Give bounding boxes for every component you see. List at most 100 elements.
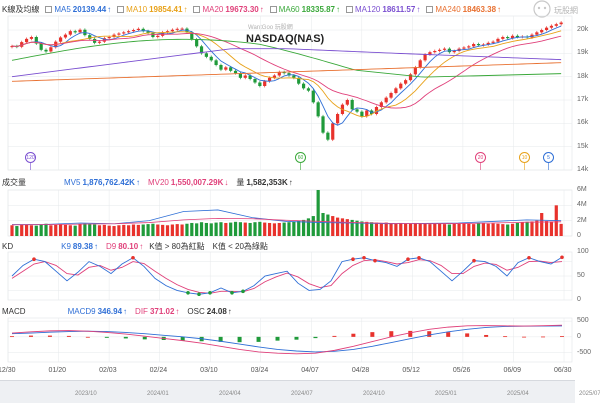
ma-legend-item-ma10[interactable]: MA10 19854.41 ↑ xyxy=(111,5,187,14)
volume-bar xyxy=(141,224,145,236)
volume-bar xyxy=(117,225,121,236)
candle-body xyxy=(127,31,131,33)
volume-bar xyxy=(88,224,92,236)
volume-bar xyxy=(161,224,165,236)
d9-line xyxy=(11,259,563,294)
ma-legend-checkbox-icon[interactable] xyxy=(346,6,354,13)
logo-icon xyxy=(533,0,551,18)
volume-bar xyxy=(204,222,208,236)
candle-body xyxy=(316,102,320,117)
volume-bar xyxy=(277,222,281,236)
volume-bar xyxy=(214,222,218,236)
ma60-marker[interactable]: 60 xyxy=(295,152,306,163)
candle-body xyxy=(544,27,549,30)
kd-legend-value: 89.38 xyxy=(72,242,93,251)
osc-bar xyxy=(465,333,470,337)
candle-body xyxy=(44,49,48,52)
ma-legend-item-ma240[interactable]: MA240 18463.38 ↑ xyxy=(420,5,501,14)
kd-legend-item-k9[interactable]: K9 89.38 ↑ xyxy=(53,242,98,251)
volume-bar xyxy=(311,216,315,236)
volume-bar xyxy=(258,221,262,236)
candle-body xyxy=(549,25,554,28)
x-axis-label: 06/30 xyxy=(554,367,572,374)
ma10-marker[interactable]: 10 xyxy=(519,152,530,163)
candle-body xyxy=(209,56,213,61)
candle-body xyxy=(428,52,432,55)
ma-legend-checkbox-icon[interactable] xyxy=(45,6,53,13)
ma120-marker[interactable]: 120 xyxy=(25,152,36,163)
volume-bar xyxy=(404,223,408,236)
volume-bar xyxy=(263,222,267,236)
osc-bar xyxy=(142,336,147,340)
volume-bar xyxy=(78,224,82,236)
osc-bar xyxy=(484,334,489,337)
ma-legend-item-ma20[interactable]: MA20 19673.30 ↑ xyxy=(187,5,264,14)
ma-legend-checkbox-icon[interactable] xyxy=(269,6,277,13)
candle-body xyxy=(292,75,296,78)
volume-bar xyxy=(394,223,398,236)
time-navigator[interactable] xyxy=(0,380,575,403)
ma-legend-checkbox-icon[interactable] xyxy=(426,6,434,13)
ma5-marker[interactable]: 5 xyxy=(543,152,554,163)
volume-bar xyxy=(131,224,136,236)
macd-legend-item-osc[interactable]: OSC 24.08 ↑ xyxy=(179,307,231,316)
volume-bar xyxy=(355,220,359,236)
vol-legend-item-mv5[interactable]: MV5 1,876,762.42K ↑ xyxy=(56,177,140,188)
price-axis-label: 15k xyxy=(577,142,589,150)
kd-legend: KD K9 89.38 ↑ D9 80.10 ↑ K值 > 80為紅點 K值 < 20為綠… xyxy=(2,241,268,252)
kd-legend-item-d9[interactable]: D9 80.10 ↑ xyxy=(98,242,143,251)
mv5-line xyxy=(11,209,562,225)
candle-body xyxy=(554,24,558,26)
macd-legend-arrow: ↑ xyxy=(227,307,232,316)
volume-bar xyxy=(39,224,43,236)
candle-body xyxy=(374,107,379,114)
candle-body xyxy=(321,116,325,133)
candle-body xyxy=(506,37,510,39)
volume-bar xyxy=(156,224,160,236)
vol-legend-item-mv20[interactable]: MV20 1,550,007.29K ↓ xyxy=(140,177,228,188)
mv20-line xyxy=(11,217,562,226)
kd-red-dot xyxy=(560,255,564,260)
volume-bar xyxy=(389,223,393,236)
volume-bar xyxy=(399,222,403,236)
ma10-line xyxy=(11,30,562,118)
ma-legend-label: MA240 xyxy=(435,5,461,14)
volume-bar xyxy=(457,223,461,236)
volume-bar xyxy=(365,221,369,236)
candle-body xyxy=(24,38,29,43)
candle-body xyxy=(540,30,544,33)
volume-bar xyxy=(301,219,306,236)
osc-bar xyxy=(66,335,71,337)
candle-body xyxy=(248,75,252,79)
volume-bar xyxy=(102,224,106,236)
ma-legend-checkbox-icon[interactable] xyxy=(193,6,201,13)
ma-legend-item-ma5[interactable]: MA5 20139.44 ↑ xyxy=(39,5,111,14)
ma20-line xyxy=(11,32,562,109)
ma20-marker[interactable]: 20 xyxy=(475,152,486,163)
ma-legend-item-ma60[interactable]: MA60 18335.87 ↑ xyxy=(264,5,340,14)
volume-bar xyxy=(423,223,427,236)
volume-bar xyxy=(93,224,97,236)
candle-body xyxy=(365,110,369,117)
osc-bar xyxy=(522,336,527,338)
macd-legend-item-dif[interactable]: DIF 371.02 ↑ xyxy=(127,307,179,316)
x-axis-label: 04/28 xyxy=(351,367,370,374)
x-axis-label: 05/26 xyxy=(452,367,471,374)
volume-bar xyxy=(544,221,549,236)
volume-bar xyxy=(335,217,340,236)
macd-legend-item-macd9[interactable]: MACD9 346.94 ↑ xyxy=(60,307,127,316)
candle-body xyxy=(199,46,204,54)
volume-bar xyxy=(384,222,388,236)
kd-red-dot xyxy=(131,255,135,260)
ma-legend-item-ma120[interactable]: MA120 18611.57 ↑ xyxy=(340,5,420,14)
candle-body xyxy=(389,93,393,98)
vol-legend-item-量[interactable]: 量 1,582,353K ↑ xyxy=(228,177,292,188)
osc-bar xyxy=(370,332,375,337)
vol-legend-value: 1,876,762.42K xyxy=(82,178,135,187)
volume-bar xyxy=(282,222,286,236)
navigator-label: 2024/04 xyxy=(219,391,241,397)
price-axis-label: 16k xyxy=(577,119,589,127)
ma-legend-checkbox-icon[interactable] xyxy=(117,6,125,13)
candle-body xyxy=(151,33,155,37)
